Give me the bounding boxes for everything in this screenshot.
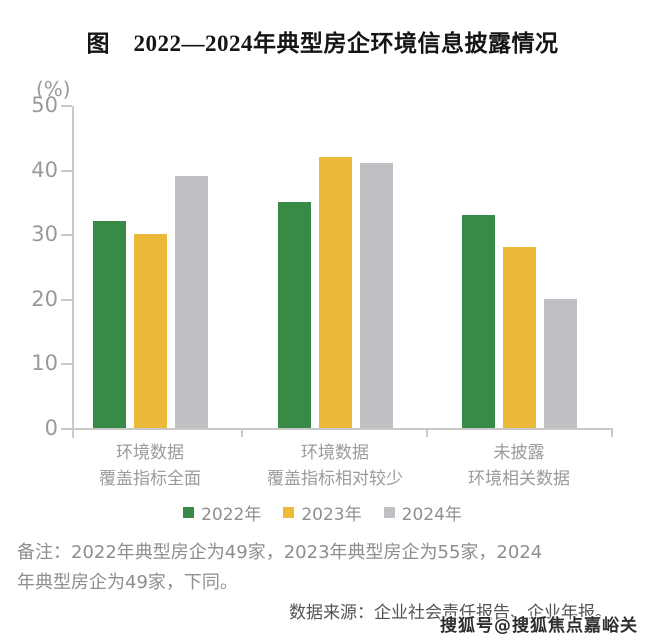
y-tick-50 <box>61 105 72 107</box>
x-boundary-tick-1 <box>426 428 428 437</box>
bar-2023年-group1 <box>133 234 167 428</box>
legend-label-2023年: 2023年 <box>301 505 362 525</box>
bar-2022年-group1 <box>92 221 126 428</box>
x-boundary-tick-0 <box>241 428 243 437</box>
legend-label-2024年: 2024年 <box>401 505 462 525</box>
legend-item-2023年: 2023年 <box>283 500 362 525</box>
category-label-2: 环境数据 覆盖指标相对较少 <box>267 443 403 489</box>
y-tick-label-40: 40 <box>31 158 58 182</box>
y-tick-label-30: 30 <box>31 222 58 246</box>
legend-label-2022年: 2022年 <box>201 505 262 525</box>
y-tick-40 <box>61 170 72 172</box>
legend-item-2024年: 2024年 <box>383 500 462 525</box>
note-line-1: 备注：2022年典型房企为49家，2023年典型房企为55家，2024 <box>17 542 543 563</box>
y-tick-label-20: 20 <box>31 287 58 311</box>
bar-2022年-group3 <box>461 214 495 428</box>
bar-2024年-group2 <box>359 163 393 428</box>
legend-item-2022年: 2022年 <box>183 500 261 525</box>
watermark-sohu: 搜狐号@搜狐焦点嘉峪关站 <box>440 616 638 636</box>
note-line-2: 年典型房企为49家，下同。 <box>17 572 238 593</box>
legend-swatch-2022年 <box>183 507 195 518</box>
y-tick-0 <box>61 428 72 430</box>
y-axis-line <box>72 106 74 438</box>
y-tick-30 <box>61 234 72 236</box>
x-boundary-tick-2 <box>611 428 613 437</box>
bar-2023年-group3 <box>502 247 536 428</box>
legend-swatch-2024年 <box>383 507 395 518</box>
category-label-3: 未披露 环境相关数据 <box>468 443 570 489</box>
bar-2023年-group2 <box>318 156 352 428</box>
bar-2024年-group1 <box>174 176 208 428</box>
x-axis-line <box>72 428 613 430</box>
chart-legend: 2022年 2023年 2024年 <box>0 500 645 525</box>
legend-swatch-2023年 <box>283 507 295 518</box>
y-tick-10 <box>61 363 72 365</box>
y-tick-20 <box>61 299 72 301</box>
y-tick-label-50: 50 <box>31 93 58 117</box>
data-source-text: 数据来源：企业社会责任报告、企业年报。 <box>289 603 612 623</box>
bar-2024年-group3 <box>543 298 577 428</box>
bar-2022年-group2 <box>277 201 311 428</box>
y-tick-label-10: 10 <box>31 351 58 375</box>
y-axis-unit-label: (%) <box>36 77 71 101</box>
note-text: 备注：2022年典型房企为49家，2023年典型房企为55家，2024 年典型房… <box>17 538 632 598</box>
y-tick-label-0: 0 <box>44 416 58 440</box>
chart-title: 图 2022—2024年典型房企环境信息披露情况 <box>86 31 559 56</box>
category-label-1: 环境数据 覆盖指标全面 <box>99 443 201 489</box>
